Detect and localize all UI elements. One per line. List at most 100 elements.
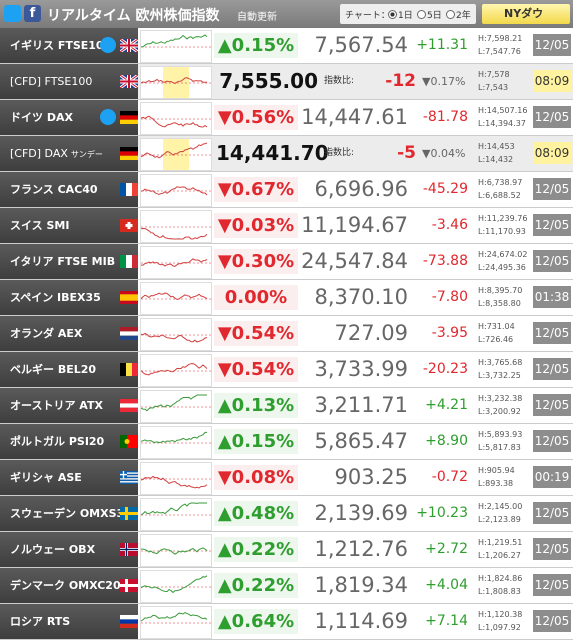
price: 3,733.99 [314, 357, 408, 381]
index-name: フランス CAC40 [10, 183, 98, 196]
index-name-cell[interactable]: オランダ AEX [0, 316, 138, 351]
high: H:2,145.00 [478, 502, 523, 511]
mini-chart[interactable] [140, 102, 212, 135]
price-line [141, 258, 208, 267]
mini-chart[interactable] [140, 570, 212, 603]
mini-chart[interactable] [140, 246, 212, 279]
index-name-cell[interactable]: ベルギー BEL20 [0, 352, 138, 387]
index-name-cell[interactable]: ギリシャ ASE [0, 460, 138, 495]
index-name-cell[interactable]: スイス SMI [0, 208, 138, 243]
row: フランス CAC40 ▼0.67% 6,696.96 -45.29 H:6,738.97… [0, 172, 573, 208]
update-time: 12/05 [533, 178, 571, 200]
index-name-cell[interactable]: ドイツ DAX [0, 100, 138, 135]
mini-chart[interactable] [140, 462, 212, 495]
index-name-cell[interactable]: オーストリア ATX [0, 388, 138, 423]
mini-chart[interactable] [140, 606, 212, 639]
mini-chart[interactable] [140, 534, 212, 567]
flag [120, 255, 138, 268]
change-percent: ▼0.56% [214, 105, 298, 130]
index-name-cell[interactable]: デンマーク OMXC20 [0, 568, 138, 603]
flag-part [126, 363, 132, 376]
flag-part [120, 615, 138, 620]
mini-chart[interactable] [140, 66, 212, 99]
index-name: ギリシャ ASE [10, 471, 82, 484]
update-time: 12/05 [533, 430, 571, 452]
radio[interactable] [417, 10, 426, 19]
range-label: 1日 [398, 11, 413, 21]
index-name-cell[interactable]: スウェーデン OMXS30 [0, 496, 138, 531]
index-name: ドイツ DAX [10, 111, 73, 124]
flag [120, 471, 138, 484]
flag-part [120, 335, 138, 340]
twitter-button[interactable] [4, 5, 21, 22]
flag-part [120, 111, 138, 116]
index-name-cell[interactable]: イタリア FTSE MIB [0, 244, 138, 279]
change-percent: ▼0.54% [214, 357, 298, 382]
row: イタリア FTSE MIB ▼0.30% 24,547.84 -73.88 H:24,6… [0, 244, 573, 280]
high: H:731.04 [478, 322, 515, 331]
nydow-button[interactable]: NYダウ [482, 4, 570, 24]
flag-part [120, 80, 138, 83]
flag [120, 507, 138, 520]
mini-chart[interactable] [140, 318, 212, 351]
price: 3,211.71 [314, 393, 408, 417]
radio[interactable] [446, 10, 455, 19]
high: H:1,120.38 [478, 610, 523, 619]
mini-chart[interactable] [140, 498, 212, 531]
change-percent: ▲0.15% [214, 33, 298, 58]
high: H:14,507.16 [478, 106, 528, 115]
mini-chart[interactable] [140, 30, 212, 63]
index-name-cell[interactable]: [CFD] FTSE100 [0, 64, 138, 99]
price-line [141, 363, 208, 376]
flag [120, 219, 138, 232]
flag-part [120, 619, 138, 624]
index-name-cell[interactable]: イギリス FTSE100 [0, 28, 138, 63]
index-name: ノルウェー OBX [10, 543, 96, 556]
price: 5,865.47 [314, 429, 408, 453]
ratio-label: 指数比: [324, 148, 355, 158]
index-name-cell[interactable]: ノルウェー OBX [0, 532, 138, 567]
facebook-button[interactable]: f [24, 5, 41, 22]
mini-chart[interactable] [140, 282, 212, 315]
price-line [141, 502, 207, 516]
index-name-cell[interactable]: [CFD] DAX サンデー [0, 136, 138, 171]
change: -45.29 [422, 181, 468, 197]
share-icon [100, 37, 116, 53]
price-line [141, 394, 207, 412]
price-line [141, 575, 208, 594]
index-name-cell[interactable]: ロシア RTS [0, 604, 138, 639]
high: H:3,232.38 [478, 394, 523, 403]
row: ギリシャ ASE ▼0.08% 903.25 -0.72 H:905.94 L:893.3… [0, 460, 573, 496]
update-time: 08:09 [533, 70, 571, 92]
index-name-cell[interactable]: スペイン IBEX35 [0, 280, 138, 315]
mini-chart[interactable] [140, 426, 212, 459]
range-label: 5日 [427, 11, 442, 21]
radio[interactable] [388, 10, 397, 19]
mini-chart[interactable] [140, 390, 212, 423]
mini-chart[interactable] [140, 174, 212, 207]
high: H:24,674.02 [478, 250, 528, 259]
high: H:3,765.68 [478, 358, 523, 367]
flag-part [120, 327, 138, 332]
mini-chart[interactable] [140, 210, 212, 243]
index-name-cell[interactable]: フランス CAC40 [0, 172, 138, 207]
name-suffix: サンデー [70, 150, 103, 159]
flag-part [120, 155, 138, 160]
flag-part [126, 255, 132, 268]
flag-part [120, 473, 127, 476]
high: H:6,738.97 [478, 178, 523, 187]
low: L:5,817.83 [478, 443, 521, 452]
mini-chart[interactable] [140, 354, 212, 387]
flag [120, 615, 138, 628]
change: +4.21 [425, 397, 468, 413]
mini-chart[interactable] [140, 138, 212, 171]
change-percent: ▼0.67% [214, 177, 298, 202]
high: H:7,578 [478, 70, 510, 79]
update-time: 12/05 [533, 394, 571, 416]
flag-part [120, 482, 138, 484]
index-name-cell[interactable]: ポルトガル PSI20 [0, 424, 138, 459]
change-percent: ▼0.54% [214, 321, 298, 346]
index-name: イタリア FTSE MIB [10, 255, 116, 268]
price: 903.25 [334, 465, 408, 489]
row: [CFD] FTSE100 7,555.00 指数比: -12 ▼0.17% H:7,57… [0, 64, 573, 100]
